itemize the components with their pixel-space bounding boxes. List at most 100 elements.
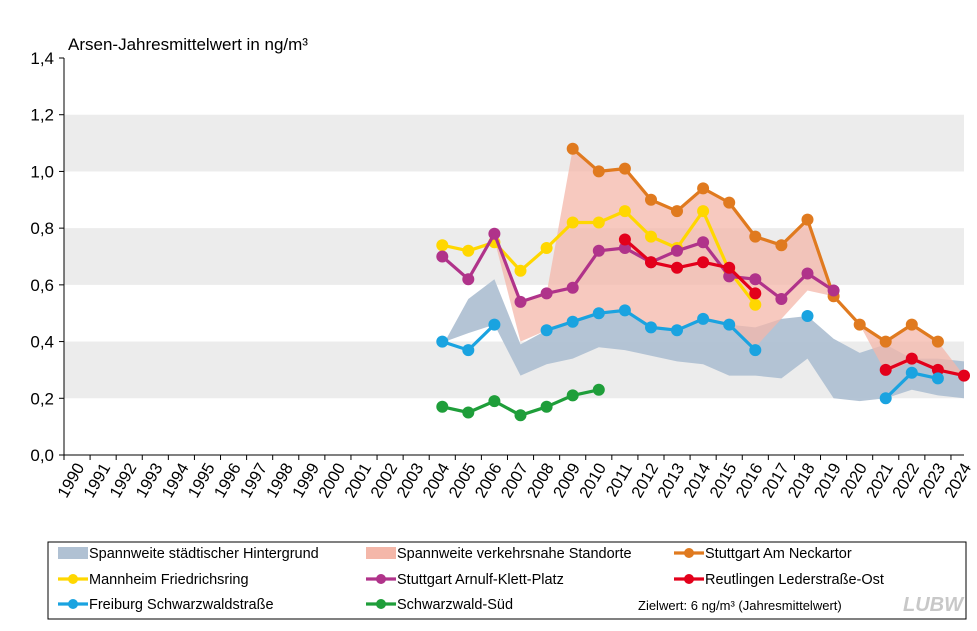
series-0-point — [723, 196, 736, 209]
series-5-point — [514, 409, 527, 422]
legend-swatch-marker — [684, 574, 694, 584]
series-5-point — [540, 400, 553, 413]
y-tick-label: 1,4 — [30, 49, 54, 68]
series-0-point — [592, 165, 605, 178]
legend-label: Spannweite verkehrsnahe Standorte — [397, 546, 632, 562]
series-lines — [436, 142, 970, 422]
x-tick-label: 2022 — [889, 460, 923, 501]
x-tick-label: 2012 — [628, 460, 662, 501]
y-tick-label: 0,6 — [30, 276, 54, 295]
series-2-point — [592, 244, 605, 257]
x-tick-label: 1998 — [263, 460, 297, 501]
series-4-point — [540, 324, 553, 337]
series-1-point — [436, 239, 449, 252]
series-1-point — [749, 298, 762, 311]
plot-background-bands — [64, 58, 964, 455]
series-2-point — [566, 281, 579, 294]
x-tick-label: 1997 — [237, 460, 271, 501]
legend-label: Schwarzwald-Süd — [397, 597, 513, 613]
series-0-point — [645, 193, 657, 206]
series-1-point — [566, 216, 579, 229]
series-5-point — [566, 389, 579, 402]
y-tick-label: 0,4 — [30, 333, 54, 352]
series-0-point — [671, 205, 683, 218]
x-tick-label: 2021 — [863, 460, 897, 501]
axes — [59, 57, 964, 460]
series-4-point — [697, 312, 710, 325]
series-3-point — [958, 369, 970, 382]
series-0-point — [749, 230, 762, 243]
series-3-point — [905, 352, 918, 365]
legend-label: Stuttgart Am Neckartor — [705, 546, 852, 562]
legend-label: Reutlingen Lederstraße-Ost — [705, 572, 884, 588]
x-tick-label: 1995 — [185, 460, 219, 501]
series-5-point — [436, 400, 449, 413]
x-tick-label: 2004 — [420, 460, 454, 501]
x-tick-labels: 1990199119921993199419951996199719981999… — [54, 460, 975, 501]
series-4-point — [879, 392, 892, 405]
legend-label: Spannweite städtischer Hintergrund — [89, 546, 319, 562]
legend-swatch-marker — [376, 574, 386, 584]
y-tick-label: 0,2 — [30, 389, 54, 408]
series-2-point — [618, 242, 631, 254]
series-3-line — [885, 357, 965, 378]
series-3-point — [723, 261, 736, 274]
x-tick-label: 2000 — [315, 460, 349, 501]
legend-swatch-marker — [68, 574, 78, 584]
x-tick-label: 2023 — [915, 460, 949, 501]
series-2-point — [775, 293, 788, 305]
x-tick-label: 2005 — [446, 460, 480, 501]
series-4-point — [618, 304, 631, 317]
x-tick-label: 2006 — [472, 460, 506, 501]
series-0-point — [801, 213, 814, 226]
series-4-point — [488, 318, 501, 331]
x-tick-label: 1996 — [211, 460, 245, 501]
series-5-point — [592, 383, 605, 396]
grid-band — [64, 228, 964, 285]
series-4-point — [671, 324, 683, 337]
x-tick-label: 2019 — [811, 460, 845, 501]
series-3-point — [931, 363, 944, 376]
x-tick-label: 2008 — [524, 460, 558, 501]
series-2-point — [801, 267, 814, 280]
x-tick-label: 2024 — [941, 460, 975, 501]
x-tick-label: 2014 — [680, 460, 714, 501]
series-3-point — [749, 287, 762, 300]
series-1-point — [540, 242, 553, 254]
grid-band — [64, 114, 964, 172]
series-1-point — [697, 205, 710, 218]
series-2-point — [540, 287, 553, 300]
x-tick-label: 2007 — [498, 460, 532, 501]
series-3-point — [618, 233, 631, 246]
series-0-point — [879, 335, 892, 348]
series-2-point — [827, 284, 840, 297]
series-0-point — [853, 318, 866, 331]
series-0-point — [618, 162, 631, 175]
series-0-point — [775, 239, 788, 252]
y-tick-label: 0,8 — [30, 219, 54, 238]
x-tick-label: 1999 — [289, 460, 323, 501]
series-2-point — [514, 295, 527, 308]
series-5-point — [488, 395, 501, 408]
series-2-point — [749, 273, 762, 286]
x-tick-label: 2020 — [837, 460, 871, 501]
legend-label: Stuttgart Arnulf-Klett-Platz — [397, 572, 564, 588]
legend-label: Mannheim Friedrichsring — [89, 572, 249, 588]
series-0-point — [697, 182, 710, 195]
series-4-point — [749, 344, 762, 357]
y-tick-label: 1,2 — [30, 106, 54, 125]
y-tick-label: 1,0 — [30, 162, 54, 181]
series-4-point — [436, 335, 449, 348]
legend: Spannweite städtischer Hintergrund Spannw… — [47, 541, 967, 620]
x-tick-label: 1990 — [54, 460, 88, 501]
series-4-point — [801, 310, 814, 322]
series-0-point — [931, 335, 944, 348]
x-tick-label: 2009 — [550, 460, 584, 501]
x-tick-label: 2013 — [654, 460, 688, 501]
legend-swatch-area — [58, 547, 88, 559]
x-tick-label: 1994 — [159, 460, 193, 501]
series-4-point — [645, 321, 657, 334]
range-area-background — [442, 279, 964, 402]
legend-swatch-marker — [376, 599, 386, 609]
